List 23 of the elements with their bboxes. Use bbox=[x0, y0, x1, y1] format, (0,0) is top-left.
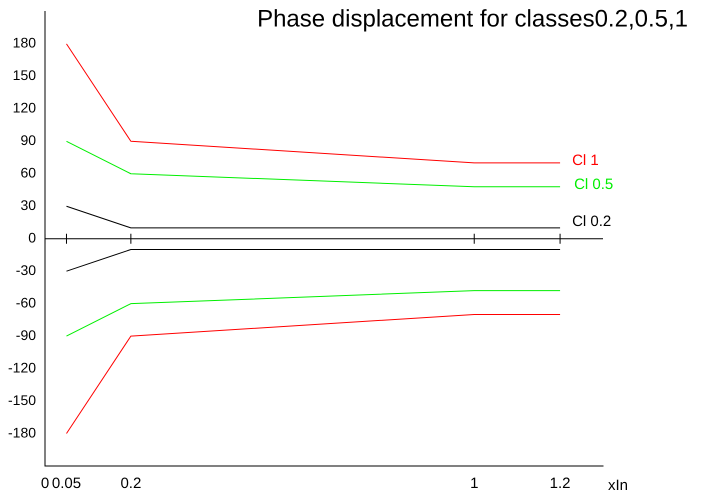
y-tick-label: 180 bbox=[12, 34, 36, 51]
x-tick-label: 1 bbox=[470, 475, 478, 492]
y-tick-label: -150 bbox=[8, 392, 36, 408]
y-tick-label: -60 bbox=[16, 294, 36, 310]
y-tick-label: 0 bbox=[28, 230, 36, 246]
x-tick-label: 0 bbox=[40, 475, 50, 492]
series-label: Cl 1 bbox=[572, 152, 599, 170]
x-tick-label: 1.2 bbox=[550, 475, 571, 492]
y-tick-label: 150 bbox=[12, 67, 36, 84]
series-label: Cl 0.2 bbox=[572, 213, 612, 230]
y-tick-label: -30 bbox=[16, 262, 36, 278]
x-tick-label: 0.05 bbox=[52, 475, 82, 492]
y-tick-label: 90 bbox=[20, 132, 36, 148]
x-tick-label: 0.2 bbox=[120, 475, 142, 492]
y-tick-label: -90 bbox=[16, 326, 36, 343]
y-tick-label: 30 bbox=[20, 197, 36, 214]
y-tick-label: -180 bbox=[8, 424, 36, 440]
series-label: Cl 0.5 bbox=[574, 176, 614, 193]
y-tick-label: -120 bbox=[8, 359, 36, 376]
y-tick-label: 120 bbox=[12, 100, 36, 116]
x-axis-title: xIn bbox=[608, 477, 628, 494]
chart-title: Phase displacement for classes0.2,0.5,1 bbox=[257, 6, 688, 33]
y-tick-label: 60 bbox=[20, 164, 36, 181]
